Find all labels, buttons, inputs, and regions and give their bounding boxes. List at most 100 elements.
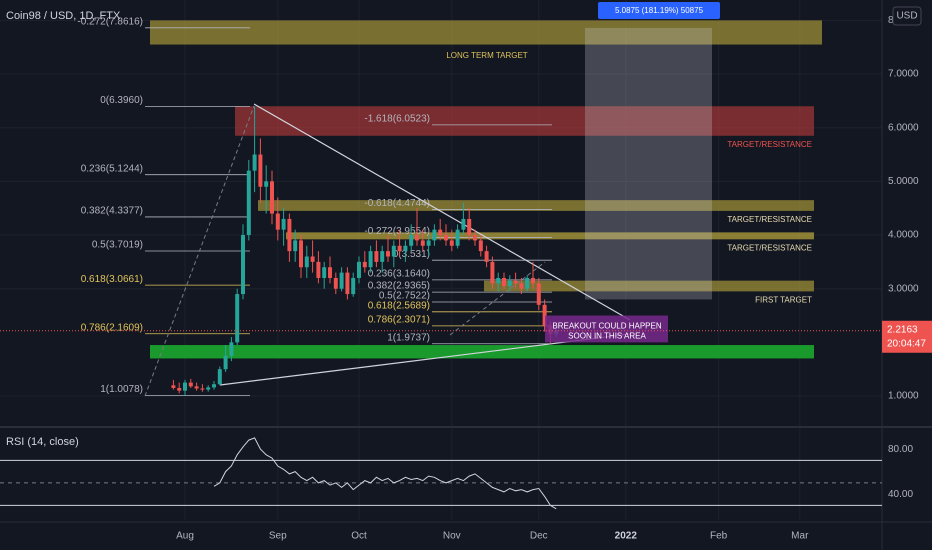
candle-body: [270, 181, 274, 214]
candle-body: [316, 261, 321, 278]
axis-area: [882, 0, 932, 550]
x-tick-label: Dec: [530, 531, 548, 542]
zone: [150, 345, 814, 359]
candle-body: [455, 229, 460, 246]
candle-body: [281, 218, 286, 230]
candle-body: [461, 218, 466, 230]
currency-badge[interactable]: [892, 6, 922, 26]
y-tick-label: 6.0000: [888, 122, 919, 133]
candle-body: [357, 261, 361, 278]
candle-body: [484, 251, 489, 262]
candle-body: [310, 256, 315, 262]
candle-body: [345, 272, 350, 295]
x-tick-label: 2022: [615, 531, 638, 542]
candle-body: [217, 369, 222, 385]
zone-label: TARGET/RESISTANCE: [727, 243, 812, 252]
countdown-label: 20:04:47: [887, 338, 926, 349]
fib-label: 0.618(3.0661): [81, 274, 143, 285]
fib-label: -0.272(3.9554): [364, 226, 430, 237]
candle-body: [235, 294, 240, 343]
candle-body: [467, 218, 472, 236]
fib-label: 0.786(2.3071): [368, 315, 430, 326]
trendline: [449, 261, 546, 336]
candle-body: [432, 229, 437, 241]
candle-body: [328, 267, 332, 278]
candle-body: [502, 277, 506, 287]
fib-label: 0(6.3960): [100, 95, 143, 106]
zone-label: TARGET/RESISTANCE: [727, 140, 812, 149]
note-text: SOON IN THIS AREA: [568, 332, 646, 341]
zone: [286, 232, 814, 240]
position-label: 5.0875 (181.19%) 50875: [615, 6, 704, 15]
candle-body: [333, 277, 338, 289]
candle-body: [177, 387, 182, 391]
fib-label: -0.618(4.4744): [364, 198, 430, 209]
y-tick-label: 80.00: [888, 444, 913, 455]
candle-body: [438, 229, 443, 236]
candle-body: [293, 240, 298, 252]
candle-body: [444, 235, 448, 241]
y-tick-label: 7.0000: [888, 69, 919, 80]
candle-body: [275, 213, 280, 230]
zone-label: TARGET/RESISTANCE: [727, 215, 812, 224]
candle-body: [258, 154, 263, 187]
candle-body: [322, 267, 327, 278]
last-price-box: [882, 320, 932, 353]
candle-body: [391, 245, 396, 257]
zone-label: FIRST TARGET: [755, 295, 812, 304]
fib-label: -0.272(7.8616): [77, 16, 143, 27]
candle-body: [415, 235, 419, 241]
candle-body: [525, 277, 530, 289]
fib-label: 0.5(3.7019): [92, 240, 143, 251]
y-tick-label: 3.0000: [888, 283, 919, 294]
fib-label: 0.618(2.5689): [368, 300, 430, 311]
candle-body: [542, 304, 547, 327]
candle-body: [478, 240, 483, 252]
candle-body: [246, 170, 251, 236]
zone-label: LONG TERM TARGET: [446, 51, 527, 60]
candle-body: [223, 355, 228, 370]
rsi-line: [213, 437, 557, 510]
y-tick-label: 8.: [888, 15, 896, 26]
candle-body: [229, 342, 234, 356]
candle-body: [212, 384, 216, 388]
candle-body: [194, 386, 199, 389]
candle-body: [200, 388, 205, 390]
fib-label: 0(3.531): [393, 249, 430, 260]
candle-body: [183, 382, 187, 391]
x-tick-label: Mar: [791, 531, 809, 542]
fib-label: 0.236(3.1640): [368, 269, 430, 280]
note-text: BREAKOUT COULD HAPPEN: [552, 322, 661, 331]
zone: [235, 106, 814, 136]
candle-body: [339, 272, 344, 289]
candle-body: [299, 240, 303, 268]
candle-body: [409, 235, 414, 246]
candle-body: [513, 280, 518, 284]
candle-body: [507, 280, 512, 287]
candle-body: [426, 240, 431, 246]
fib-label: 1(1.0078): [100, 384, 143, 395]
fib-label: 1(1.9737): [387, 332, 430, 343]
candle-body: [420, 240, 425, 246]
candle-body: [536, 283, 541, 305]
note-box: [545, 315, 668, 343]
candle-body: [380, 251, 385, 262]
candle-body: [264, 181, 269, 187]
candle-body: [171, 385, 176, 388]
fib-label: 0.236(5.1244): [81, 163, 143, 174]
x-tick-label: Aug: [176, 531, 194, 542]
candle-body: [351, 277, 356, 295]
candle-body: [397, 245, 402, 252]
candle-body: [496, 277, 501, 284]
y-tick-label: 5.0000: [888, 176, 919, 187]
candle-body: [287, 218, 292, 252]
fib-label: 0.5(2.7522): [379, 291, 430, 302]
y-tick-label: 4.0000: [888, 230, 919, 241]
chart-title: Coin98 / USD, 1D, FTX: [6, 10, 121, 22]
candle-body: [473, 235, 477, 241]
candle-body: [386, 251, 390, 257]
fib-label: 0.382(4.3377): [81, 206, 143, 217]
candle-body: [519, 283, 524, 289]
